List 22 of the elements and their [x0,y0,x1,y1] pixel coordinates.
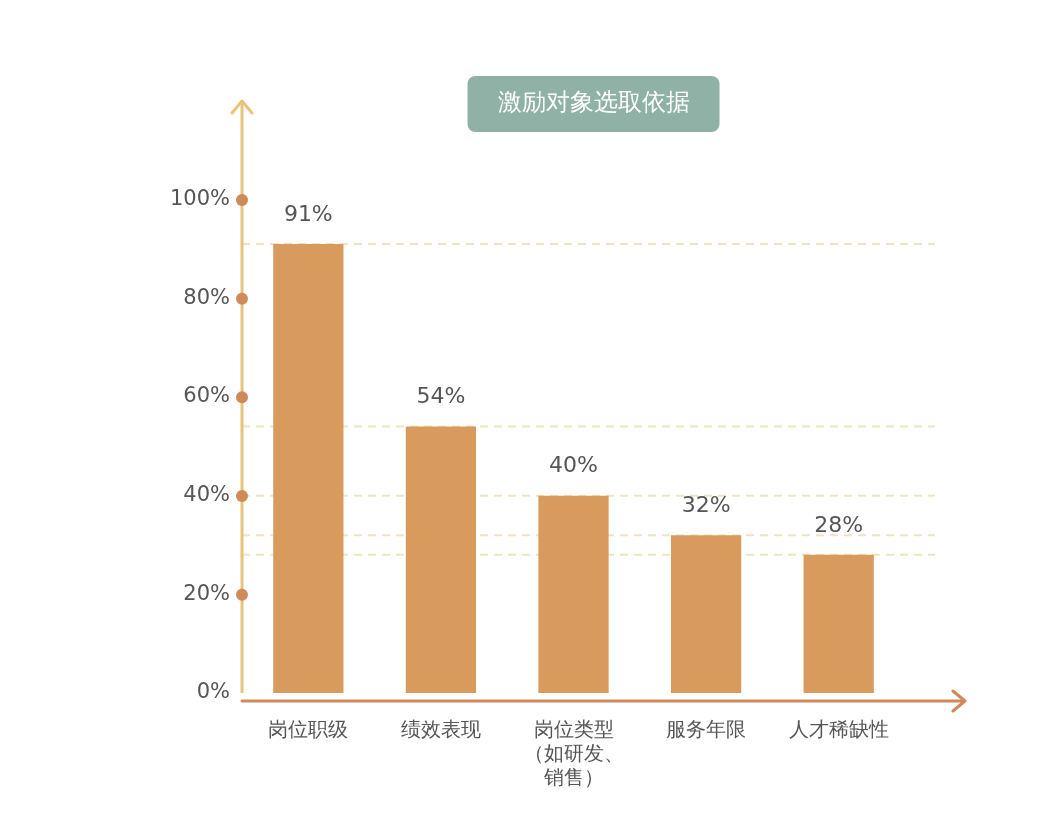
y-tick-label: 60% [183,383,231,408]
data-label: 32% [681,491,731,517]
y-tick-label: 20% [183,580,231,605]
y-tick-label: 40% [183,482,231,507]
y-tick-label: 100% [169,186,231,211]
data-label: 28% [814,511,864,537]
x-tick-label: 人才稀缺性 [788,717,889,742]
x-tick-label: 岗位职级 [268,717,349,742]
bar [538,495,609,693]
bar [803,554,874,693]
bar [670,535,742,693]
chart-title: 激励对象选取依据 [497,88,690,117]
y-tick-label: 80% [183,284,231,309]
data-label: 40% [549,452,598,478]
x-tick-label: 服务年限 [666,717,747,742]
data-label: 91% [283,200,333,226]
y-tick-label: 0% [196,679,231,704]
data-label: 54% [416,383,466,409]
bar [405,426,477,693]
x-tick-label: 岗位类型（如研发、销售） [523,717,624,790]
x-tick-label: 绩效表现 [400,717,481,742]
bar [273,244,344,693]
